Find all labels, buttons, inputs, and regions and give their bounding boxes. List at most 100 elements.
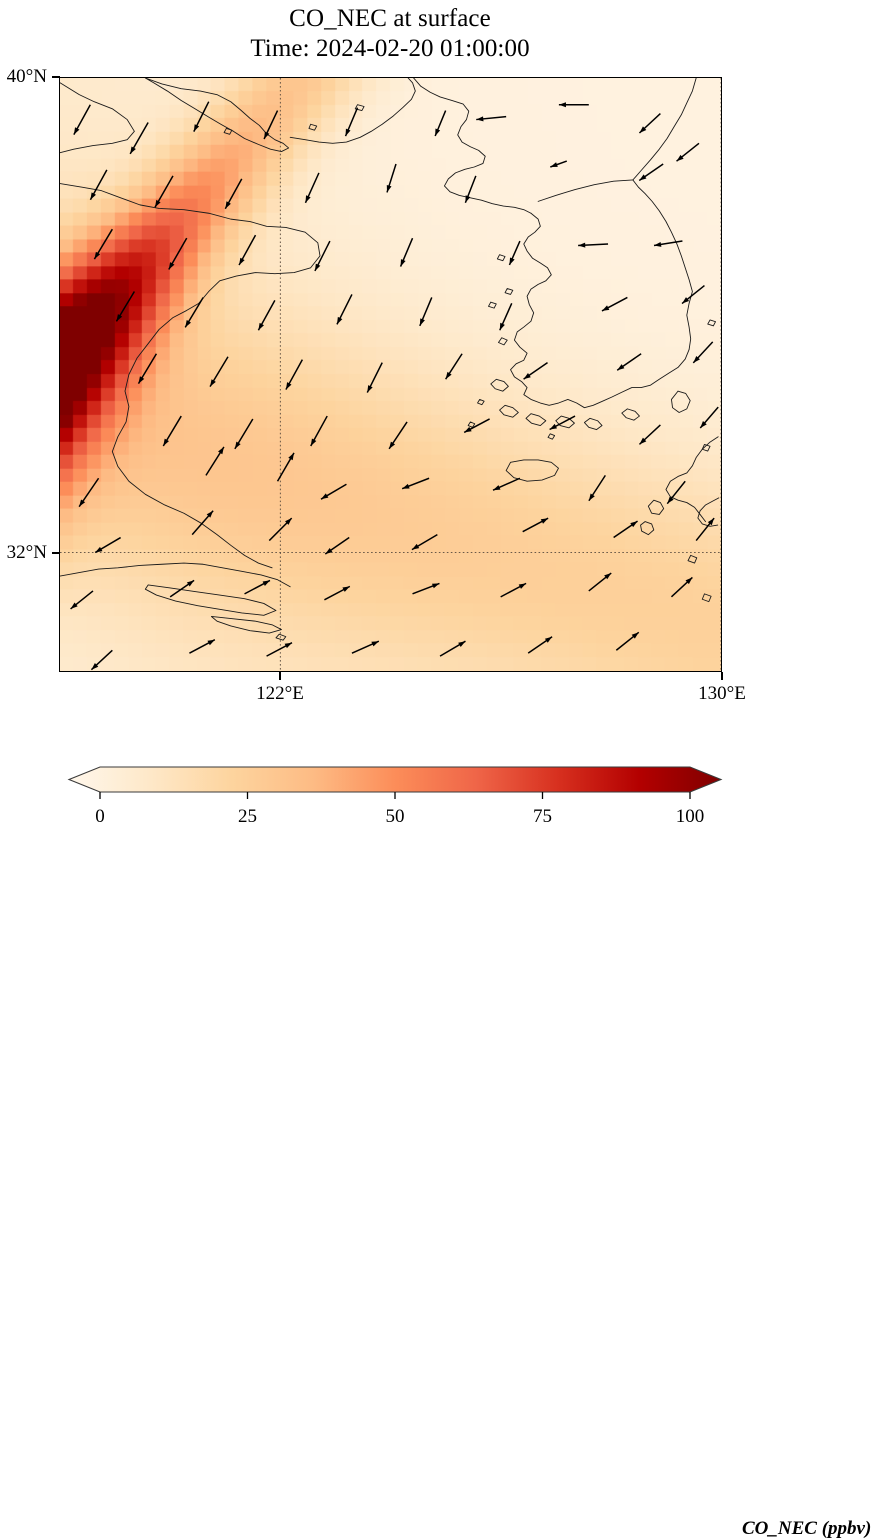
wind-arrow — [527, 636, 553, 654]
wind-arrow — [666, 480, 686, 505]
title-line-variable: CO_NEC at surface — [289, 5, 491, 32]
coastline-segment — [289, 78, 416, 144]
coastline-segment — [477, 398, 485, 406]
wind-arrow — [401, 477, 430, 490]
wind-arrow — [89, 169, 108, 201]
wind-arrow — [78, 477, 100, 508]
colorbar-swatch — [67, 766, 723, 799]
wind-arrow — [445, 353, 463, 380]
wind-arrow — [189, 639, 216, 654]
coastline-segment — [632, 179, 693, 351]
coastline-segment — [144, 584, 277, 616]
wind-arrow — [588, 572, 612, 592]
colorbar-label: CO_NEC (ppbv) — [742, 1518, 872, 1539]
wind-arrow — [257, 299, 276, 331]
coastline-segment — [525, 413, 547, 426]
wind-arrow — [695, 517, 715, 542]
coastline-segment — [640, 521, 655, 536]
colorbar-tick-label-25: 25 — [238, 806, 257, 827]
wind-arrow — [508, 240, 521, 266]
wind-arrow — [285, 359, 304, 390]
wind-arrow — [653, 240, 683, 247]
coastline-segment — [60, 82, 135, 154]
coastline-segment — [498, 337, 508, 346]
coastline-segment — [547, 433, 556, 440]
wind-arrow — [681, 285, 705, 305]
wind-arrow — [168, 237, 188, 270]
colorbar-tick-label-0: 0 — [95, 806, 105, 827]
wind-arrow — [411, 534, 438, 551]
wind-arrow — [137, 353, 158, 385]
wind-arrow — [351, 640, 380, 654]
wind-arrow — [388, 421, 408, 450]
coastlines — [60, 78, 720, 641]
tick-label-lon-130: 130°E — [698, 683, 746, 704]
colorbar-tick-label-75: 75 — [533, 806, 552, 827]
map-overlay — [60, 78, 721, 671]
colorbar-gradient — [67, 766, 723, 793]
gridlines — [60, 78, 721, 671]
wind-arrow — [115, 291, 136, 322]
wind-arrow — [492, 477, 521, 491]
wind-arrow — [324, 585, 351, 601]
wind-arrow — [616, 353, 642, 371]
wind-arrow — [94, 536, 121, 554]
coastline-segment — [490, 378, 509, 392]
wind-arrow — [276, 452, 295, 482]
wind-arrow — [464, 175, 477, 204]
coastline-segment — [647, 499, 665, 515]
coastline-segment — [671, 390, 691, 413]
coastline-segment — [665, 436, 719, 523]
wind-arrow — [588, 474, 606, 502]
coastline-segment — [488, 301, 497, 309]
coastline-segment — [701, 593, 712, 603]
wind-arrow — [549, 415, 576, 431]
wind-arrow — [613, 520, 638, 539]
wind-arrow — [238, 234, 257, 266]
wind-arrow — [638, 113, 661, 134]
wind-arrow — [129, 122, 149, 155]
coastline-segment — [210, 616, 282, 634]
coastline-segment — [505, 459, 559, 482]
coastline-segment — [60, 562, 291, 588]
tick-mark-lat-40 — [52, 76, 60, 78]
wind-arrow — [500, 582, 527, 598]
wind-arrow — [434, 110, 447, 137]
wind-arrow — [386, 163, 397, 193]
wind-arrow — [224, 178, 243, 210]
wind-arrow — [578, 242, 609, 248]
colorbar-tick-label-50: 50 — [385, 806, 405, 827]
wind-arrow — [399, 237, 414, 267]
figure-root: CO_NEC at surface Time: 2024-02-20 01:00… — [6, 5, 872, 1539]
wind-arrow — [412, 582, 440, 595]
coastline-segment — [275, 633, 287, 641]
wind-arrow — [244, 579, 271, 595]
wind-arrow — [162, 415, 182, 447]
coastline-segment — [504, 288, 514, 295]
wind-arrow — [558, 102, 589, 108]
coastline-segment — [583, 417, 603, 431]
coastline-segment — [499, 404, 519, 418]
wind-arrow — [550, 160, 568, 168]
coastline-segment — [707, 319, 716, 327]
coastline-segment — [632, 78, 697, 181]
wind-arrow — [184, 297, 204, 328]
coastline-segment — [621, 408, 640, 421]
wind-arrow — [670, 576, 693, 598]
wind-arrow — [154, 175, 174, 208]
wind-arrow — [676, 142, 700, 162]
wind-arrow — [463, 418, 490, 434]
wind-arrow — [268, 517, 293, 542]
wind-arrow — [70, 590, 94, 610]
coastline-segment — [223, 127, 233, 135]
wind-arrow — [476, 115, 507, 122]
wind-arrow — [90, 649, 113, 671]
wind-arrow — [699, 406, 719, 429]
coastline-segment — [510, 212, 690, 409]
title-line-timestamp: Time: 2024-02-20 01:00:00 — [250, 34, 530, 62]
wind-arrow — [638, 163, 664, 182]
wind-arrow — [692, 341, 714, 364]
tick-mark-lat-32 — [52, 552, 60, 554]
coastline-segment — [308, 123, 318, 131]
coastline-segment — [701, 444, 711, 452]
